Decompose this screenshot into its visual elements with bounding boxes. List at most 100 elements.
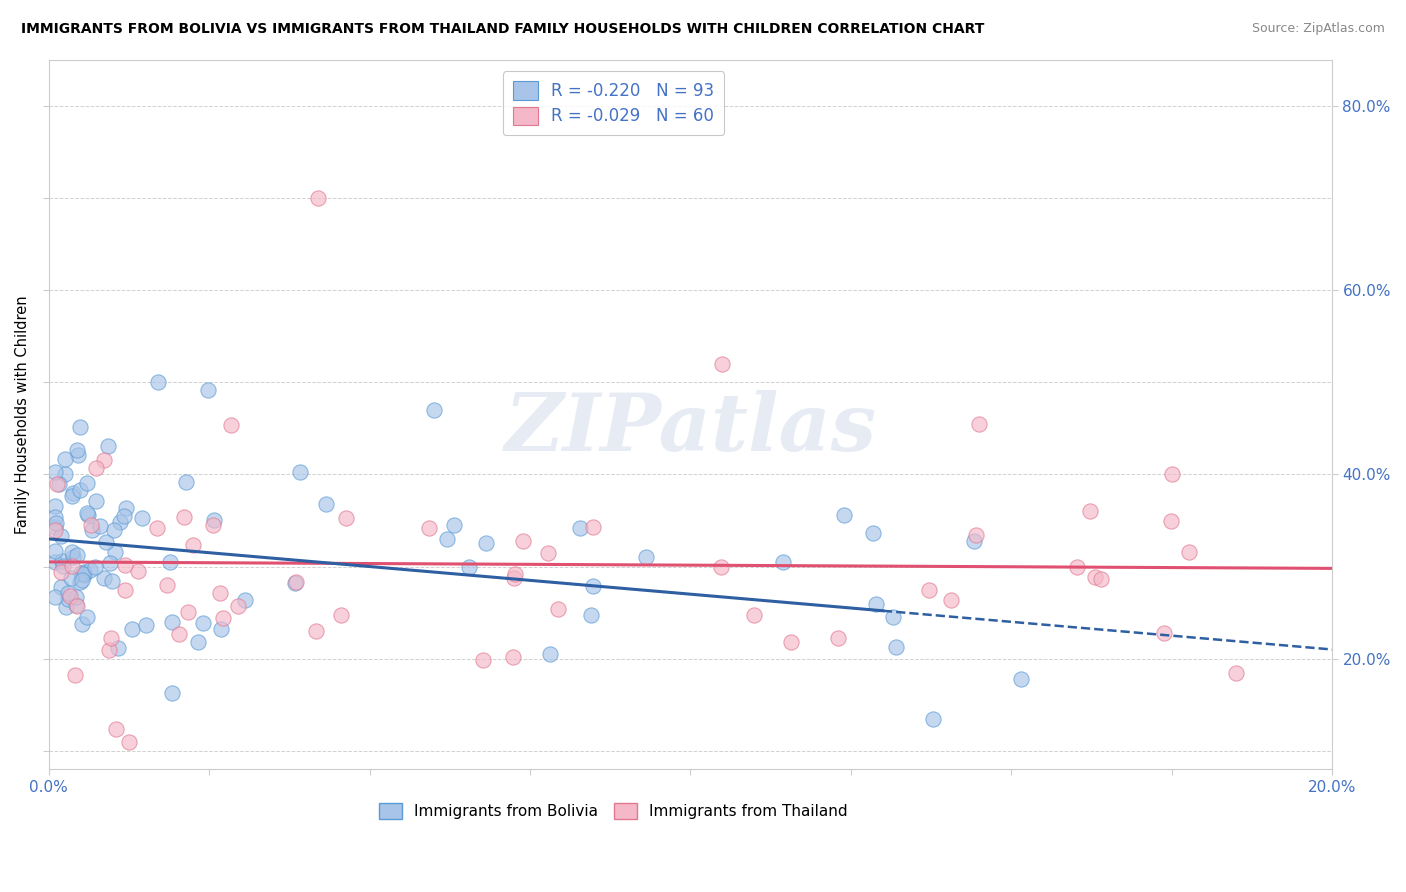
Point	[288, 466, 311, 480]
Point	[63, 667, 86, 681]
Point	[827, 631, 849, 645]
Point	[191, 615, 214, 630]
Point	[51, 559, 73, 574]
Point	[73, 566, 96, 580]
Point	[115, 500, 138, 515]
Point	[1066, 560, 1088, 574]
Point	[145, 521, 167, 535]
Point	[538, 648, 561, 662]
Point	[53, 467, 76, 481]
Point	[202, 518, 225, 533]
Point	[112, 509, 135, 524]
Point	[474, 536, 496, 550]
Point	[862, 525, 884, 540]
Point	[284, 575, 307, 590]
Point	[108, 515, 131, 529]
Point	[76, 610, 98, 624]
Point	[1153, 626, 1175, 640]
Text: ZIPatlas: ZIPatlas	[505, 390, 876, 467]
Point	[177, 605, 200, 619]
Point	[70, 616, 93, 631]
Point	[582, 578, 605, 592]
Point	[60, 570, 83, 584]
Point	[284, 575, 307, 590]
Point	[772, 555, 794, 569]
Point	[1078, 504, 1101, 518]
Point	[579, 607, 602, 622]
Point	[330, 607, 353, 622]
Point	[98, 557, 121, 571]
Point	[101, 574, 124, 588]
Point	[710, 560, 733, 574]
Point	[103, 523, 125, 537]
Point	[160, 615, 183, 630]
Point	[135, 617, 157, 632]
Point	[173, 509, 195, 524]
Point	[967, 417, 990, 431]
Point	[884, 640, 907, 654]
Point	[44, 523, 66, 537]
Point	[711, 357, 734, 371]
Point	[1225, 665, 1247, 680]
Point	[49, 529, 72, 543]
Point	[882, 610, 904, 624]
Point	[636, 549, 658, 564]
Point	[443, 517, 465, 532]
Point	[1177, 545, 1199, 559]
Point	[44, 509, 66, 524]
Point	[174, 475, 197, 489]
Point	[502, 650, 524, 665]
Point	[72, 566, 94, 581]
Point	[70, 566, 93, 580]
Point	[307, 191, 329, 205]
Point	[832, 508, 855, 522]
Point	[76, 475, 98, 490]
Point	[65, 598, 87, 612]
Point	[100, 631, 122, 645]
Point	[502, 571, 524, 585]
Point	[209, 585, 232, 599]
Point	[94, 534, 117, 549]
Y-axis label: Family Households with Children: Family Households with Children	[15, 295, 30, 533]
Point	[84, 461, 107, 475]
Point	[93, 570, 115, 584]
Point	[83, 559, 105, 574]
Point	[963, 534, 986, 549]
Point	[219, 417, 242, 432]
Point	[53, 452, 76, 467]
Point	[169, 627, 191, 641]
Point	[537, 546, 560, 560]
Point	[69, 574, 91, 589]
Point	[457, 560, 479, 574]
Point	[65, 591, 87, 605]
Point	[512, 533, 534, 548]
Legend: Immigrants from Bolivia, Immigrants from Thailand: Immigrants from Bolivia, Immigrants from…	[373, 797, 853, 825]
Point	[865, 597, 887, 611]
Point	[73, 567, 96, 582]
Point	[69, 420, 91, 434]
Point	[80, 518, 103, 533]
Point	[918, 583, 941, 598]
Point	[60, 558, 83, 573]
Point	[104, 544, 127, 558]
Point	[1160, 515, 1182, 529]
Point	[67, 449, 90, 463]
Point	[104, 722, 127, 736]
Point	[472, 653, 495, 667]
Point	[233, 593, 256, 607]
Point	[84, 494, 107, 508]
Point	[209, 623, 232, 637]
Point	[1010, 673, 1032, 687]
Text: Source: ZipAtlas.com: Source: ZipAtlas.com	[1251, 22, 1385, 36]
Point	[59, 589, 82, 603]
Point	[62, 549, 84, 564]
Point	[335, 510, 357, 524]
Point	[69, 483, 91, 497]
Point	[49, 580, 72, 594]
Point	[422, 402, 444, 417]
Point	[98, 643, 121, 657]
Point	[197, 383, 219, 397]
Point	[45, 516, 67, 530]
Point	[93, 453, 115, 467]
Point	[56, 586, 79, 600]
